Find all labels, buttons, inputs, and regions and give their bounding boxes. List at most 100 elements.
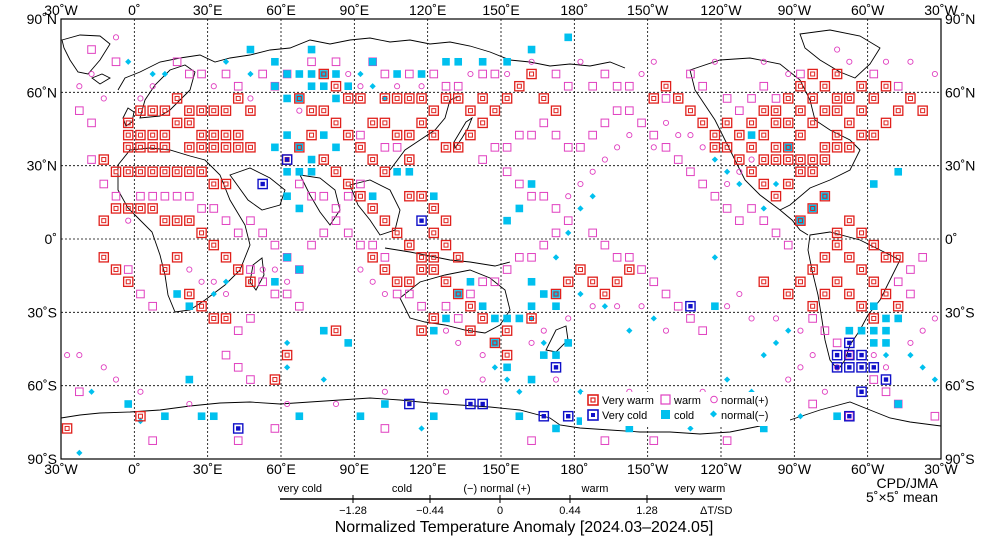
cold-marker — [283, 70, 291, 78]
very-cold-marker-inner — [284, 157, 290, 162]
lon-label-top: 60˚W — [851, 2, 885, 18]
warm-marker — [75, 106, 84, 115]
very-warm-marker — [795, 276, 806, 288]
warm-marker — [563, 216, 573, 225]
very-cold-marker-inner — [834, 352, 840, 358]
very-warm-marker — [807, 154, 818, 165]
cold-marker — [454, 57, 463, 66]
very-warm-marker — [306, 105, 317, 116]
cold-marker — [283, 131, 291, 139]
warm-marker — [625, 253, 634, 262]
warm-marker — [906, 265, 915, 274]
normal-plus-marker — [100, 364, 107, 371]
lon-label-bottom: 60˚W — [851, 461, 885, 477]
very-warm-marker-inner — [357, 144, 363, 150]
very-warm-marker-inner — [223, 144, 229, 150]
very-warm-marker — [245, 105, 256, 116]
very-warm-marker — [122, 129, 134, 141]
warm-marker — [612, 81, 622, 91]
very-warm-marker — [477, 117, 488, 129]
warm-marker — [221, 69, 231, 79]
very-cold-marker — [538, 410, 550, 422]
warm-marker — [368, 240, 377, 250]
warm-marker — [136, 191, 145, 201]
very-warm-marker-inner — [162, 218, 168, 224]
warm-marker — [612, 106, 622, 115]
warm-marker — [722, 436, 732, 445]
normal-plus-marker — [137, 95, 144, 102]
very-warm-marker — [819, 80, 831, 92]
very-warm-marker — [379, 215, 391, 226]
cold-marker — [503, 314, 511, 323]
very-warm-marker — [342, 93, 354, 104]
warm-marker — [331, 204, 341, 213]
very-warm-marker — [831, 93, 843, 104]
warm-marker — [319, 191, 329, 201]
very-warm-marker — [746, 142, 757, 153]
very-warm-marker — [465, 105, 476, 116]
very-warm-marker — [782, 93, 794, 104]
very-warm-marker — [135, 129, 146, 141]
warm-marker — [380, 253, 390, 262]
cold-marker — [271, 82, 279, 91]
very-warm-marker — [98, 215, 110, 226]
warm-marker — [246, 216, 255, 225]
normal-plus-marker — [125, 217, 132, 224]
very-warm-marker-inner — [749, 120, 755, 126]
very-warm-marker-inner — [235, 95, 241, 101]
cold-marker — [307, 167, 316, 176]
very-warm-marker — [196, 227, 207, 239]
very-warm-marker-inner — [235, 267, 241, 273]
very-warm-marker — [367, 117, 378, 129]
very-warm-marker-inner — [235, 144, 241, 150]
warm-marker — [893, 277, 903, 287]
very-warm-marker — [220, 129, 232, 141]
very-warm-marker — [550, 288, 562, 300]
very-warm-marker — [831, 105, 843, 116]
warm-marker — [588, 228, 597, 238]
legend-normal-plus-label: normal(+) — [721, 395, 768, 407]
very-warm-marker-inner — [504, 328, 510, 334]
cold-marker — [417, 70, 426, 78]
normal-plus-marker — [210, 278, 217, 285]
normal-minus-marker — [723, 376, 731, 383]
very-warm-marker-inner — [553, 291, 559, 297]
scale-tick-label-5: 1.28 — [636, 505, 657, 517]
very-warm-marker-inner — [773, 193, 779, 199]
very-warm-marker — [452, 142, 464, 153]
very-warm-marker — [672, 93, 684, 104]
very-warm-marker-inner — [211, 108, 217, 114]
warm-marker — [820, 326, 830, 335]
very-warm-marker — [428, 227, 440, 239]
cold-marker — [319, 82, 328, 91]
warm-marker — [783, 240, 793, 250]
warm-marker — [918, 253, 927, 262]
warm-marker — [576, 143, 585, 152]
very-warm-marker-inner — [137, 132, 143, 138]
very-warm-marker-inner — [504, 95, 510, 101]
very-warm-marker-inner — [137, 169, 143, 175]
very-warm-marker — [819, 105, 831, 116]
warm-marker — [796, 69, 805, 79]
warm-marker — [625, 106, 634, 115]
very-warm-marker-inner — [907, 95, 913, 101]
very-warm-marker-inner — [859, 230, 865, 236]
very-warm-marker — [892, 300, 904, 312]
normal-plus-marker — [785, 70, 792, 78]
very-warm-marker-inner — [761, 279, 767, 285]
cold-marker — [368, 192, 377, 201]
indonesia-coast — [384, 247, 511, 267]
very-warm-marker-inner — [822, 144, 828, 150]
very-warm-marker-inner — [199, 132, 205, 138]
scale-category-very-warm: very warm — [675, 483, 726, 495]
very-warm-marker-inner — [150, 144, 156, 150]
very-cold-marker-inner — [480, 401, 485, 407]
very-warm-marker — [795, 154, 806, 165]
very-warm-marker-inner — [614, 279, 620, 285]
cold-marker — [405, 167, 414, 176]
normal-minus-marker — [503, 376, 511, 383]
warm-marker — [661, 289, 671, 299]
warm-marker — [698, 179, 707, 189]
very-warm-marker — [147, 203, 158, 214]
